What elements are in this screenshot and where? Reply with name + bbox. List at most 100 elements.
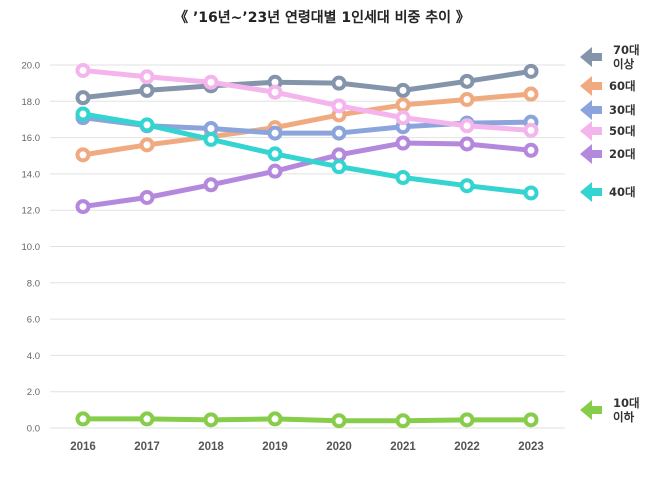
data-point	[395, 82, 411, 98]
data-point	[331, 147, 347, 163]
data-point	[203, 74, 219, 90]
data-point	[203, 131, 219, 147]
data-point	[139, 82, 155, 98]
data-point	[459, 178, 475, 194]
data-point	[267, 84, 283, 100]
legend-arrow-icon	[580, 144, 602, 164]
data-point	[139, 189, 155, 205]
data-point	[267, 146, 283, 162]
data-point	[395, 413, 411, 429]
legend-label: 30대	[609, 103, 636, 117]
y-tick-label: 6.0	[27, 315, 40, 326]
data-point	[203, 177, 219, 193]
y-tick-label: 14.0	[22, 169, 41, 180]
data-point	[459, 136, 475, 152]
series-4	[75, 135, 539, 215]
series-lines	[75, 62, 539, 429]
series-line	[80, 67, 534, 133]
data-point	[139, 117, 155, 133]
data-point	[267, 411, 283, 427]
y-tick-label: 10.0	[22, 242, 41, 253]
y-tick-label: 12.0	[22, 206, 41, 217]
data-point	[523, 412, 539, 428]
legend-arrow-icon	[580, 76, 602, 96]
data-point	[459, 412, 475, 428]
legend-item: 50대	[580, 121, 636, 141]
series-line	[80, 416, 534, 424]
data-point	[331, 413, 347, 429]
x-tick-label: 2019	[262, 441, 288, 453]
data-point	[75, 90, 91, 106]
data-point	[267, 125, 283, 141]
x-tick-label: 2023	[518, 441, 544, 453]
data-point	[523, 86, 539, 102]
data-point	[331, 75, 347, 91]
data-point	[331, 125, 347, 141]
legend-label: 이상	[613, 57, 635, 71]
gridlines	[50, 64, 565, 429]
data-point	[75, 62, 91, 78]
y-tick-label: 20.0	[22, 61, 41, 72]
data-point	[75, 106, 91, 122]
x-tick-label: 2018	[198, 441, 224, 453]
legend-item: 40대	[580, 182, 636, 202]
legend-item: 30대	[580, 100, 636, 120]
legend-arrow-icon	[580, 47, 602, 67]
x-tick-label: 2022	[454, 441, 480, 453]
data-point	[523, 142, 539, 158]
series-line	[80, 111, 534, 196]
data-point	[395, 97, 411, 113]
data-point	[139, 69, 155, 85]
series-3	[75, 62, 539, 138]
x-axis-tick-labels: 2016 2017 2018 2019 2020 2021 2022 2023	[70, 441, 544, 453]
legend-label: 이하	[613, 410, 635, 424]
legend-arrow-icon	[580, 100, 602, 120]
data-point	[331, 98, 347, 114]
series-line	[80, 91, 534, 158]
data-point	[139, 411, 155, 427]
series-5	[75, 106, 539, 201]
y-tick-label: 0.0	[27, 424, 40, 435]
data-point	[523, 185, 539, 201]
x-tick-label: 2021	[390, 441, 416, 453]
legend-label: 10대	[613, 396, 640, 410]
y-tick-label: 16.0	[22, 133, 41, 144]
series-6	[75, 411, 539, 429]
legend-label: 70대	[613, 43, 640, 57]
legend-arrow-icon	[580, 121, 602, 141]
series-line	[80, 140, 534, 210]
data-point	[459, 118, 475, 134]
legend-label: 20대	[609, 147, 636, 161]
legend-label: 60대	[609, 79, 636, 93]
y-axis-tick-labels: 0.0 2.0 4.0 6.0 8.0 10.0 12.0 14.0 16.0 18.0 20.0	[22, 61, 41, 435]
data-point	[75, 147, 91, 163]
y-tick-label: 18.0	[22, 97, 41, 108]
x-tick-label: 2017	[134, 441, 160, 453]
y-tick-label: 8.0	[27, 278, 40, 289]
legend-item: 60대	[580, 76, 636, 96]
legend-item: 20대	[580, 144, 636, 164]
x-tick-label: 2016	[70, 441, 96, 453]
data-point	[75, 411, 91, 427]
data-point	[331, 159, 347, 175]
data-point	[459, 91, 475, 107]
data-point	[395, 170, 411, 186]
legend-arrow-icon	[580, 182, 602, 202]
chart-title: 《 ’16년~’23년 연령대별 1인세대 비중 추이 》	[174, 9, 470, 26]
data-point	[523, 122, 539, 138]
y-tick-label: 2.0	[27, 387, 40, 398]
data-point	[459, 73, 475, 89]
data-point	[75, 199, 91, 215]
data-point	[267, 163, 283, 179]
legend-arrow-icon	[580, 400, 602, 420]
series-line	[80, 68, 534, 101]
legend-label: 40대	[609, 185, 636, 199]
data-point	[523, 63, 539, 79]
legend-label: 50대	[609, 124, 636, 138]
series-0	[75, 63, 539, 106]
x-tick-label: 2020	[326, 441, 352, 453]
